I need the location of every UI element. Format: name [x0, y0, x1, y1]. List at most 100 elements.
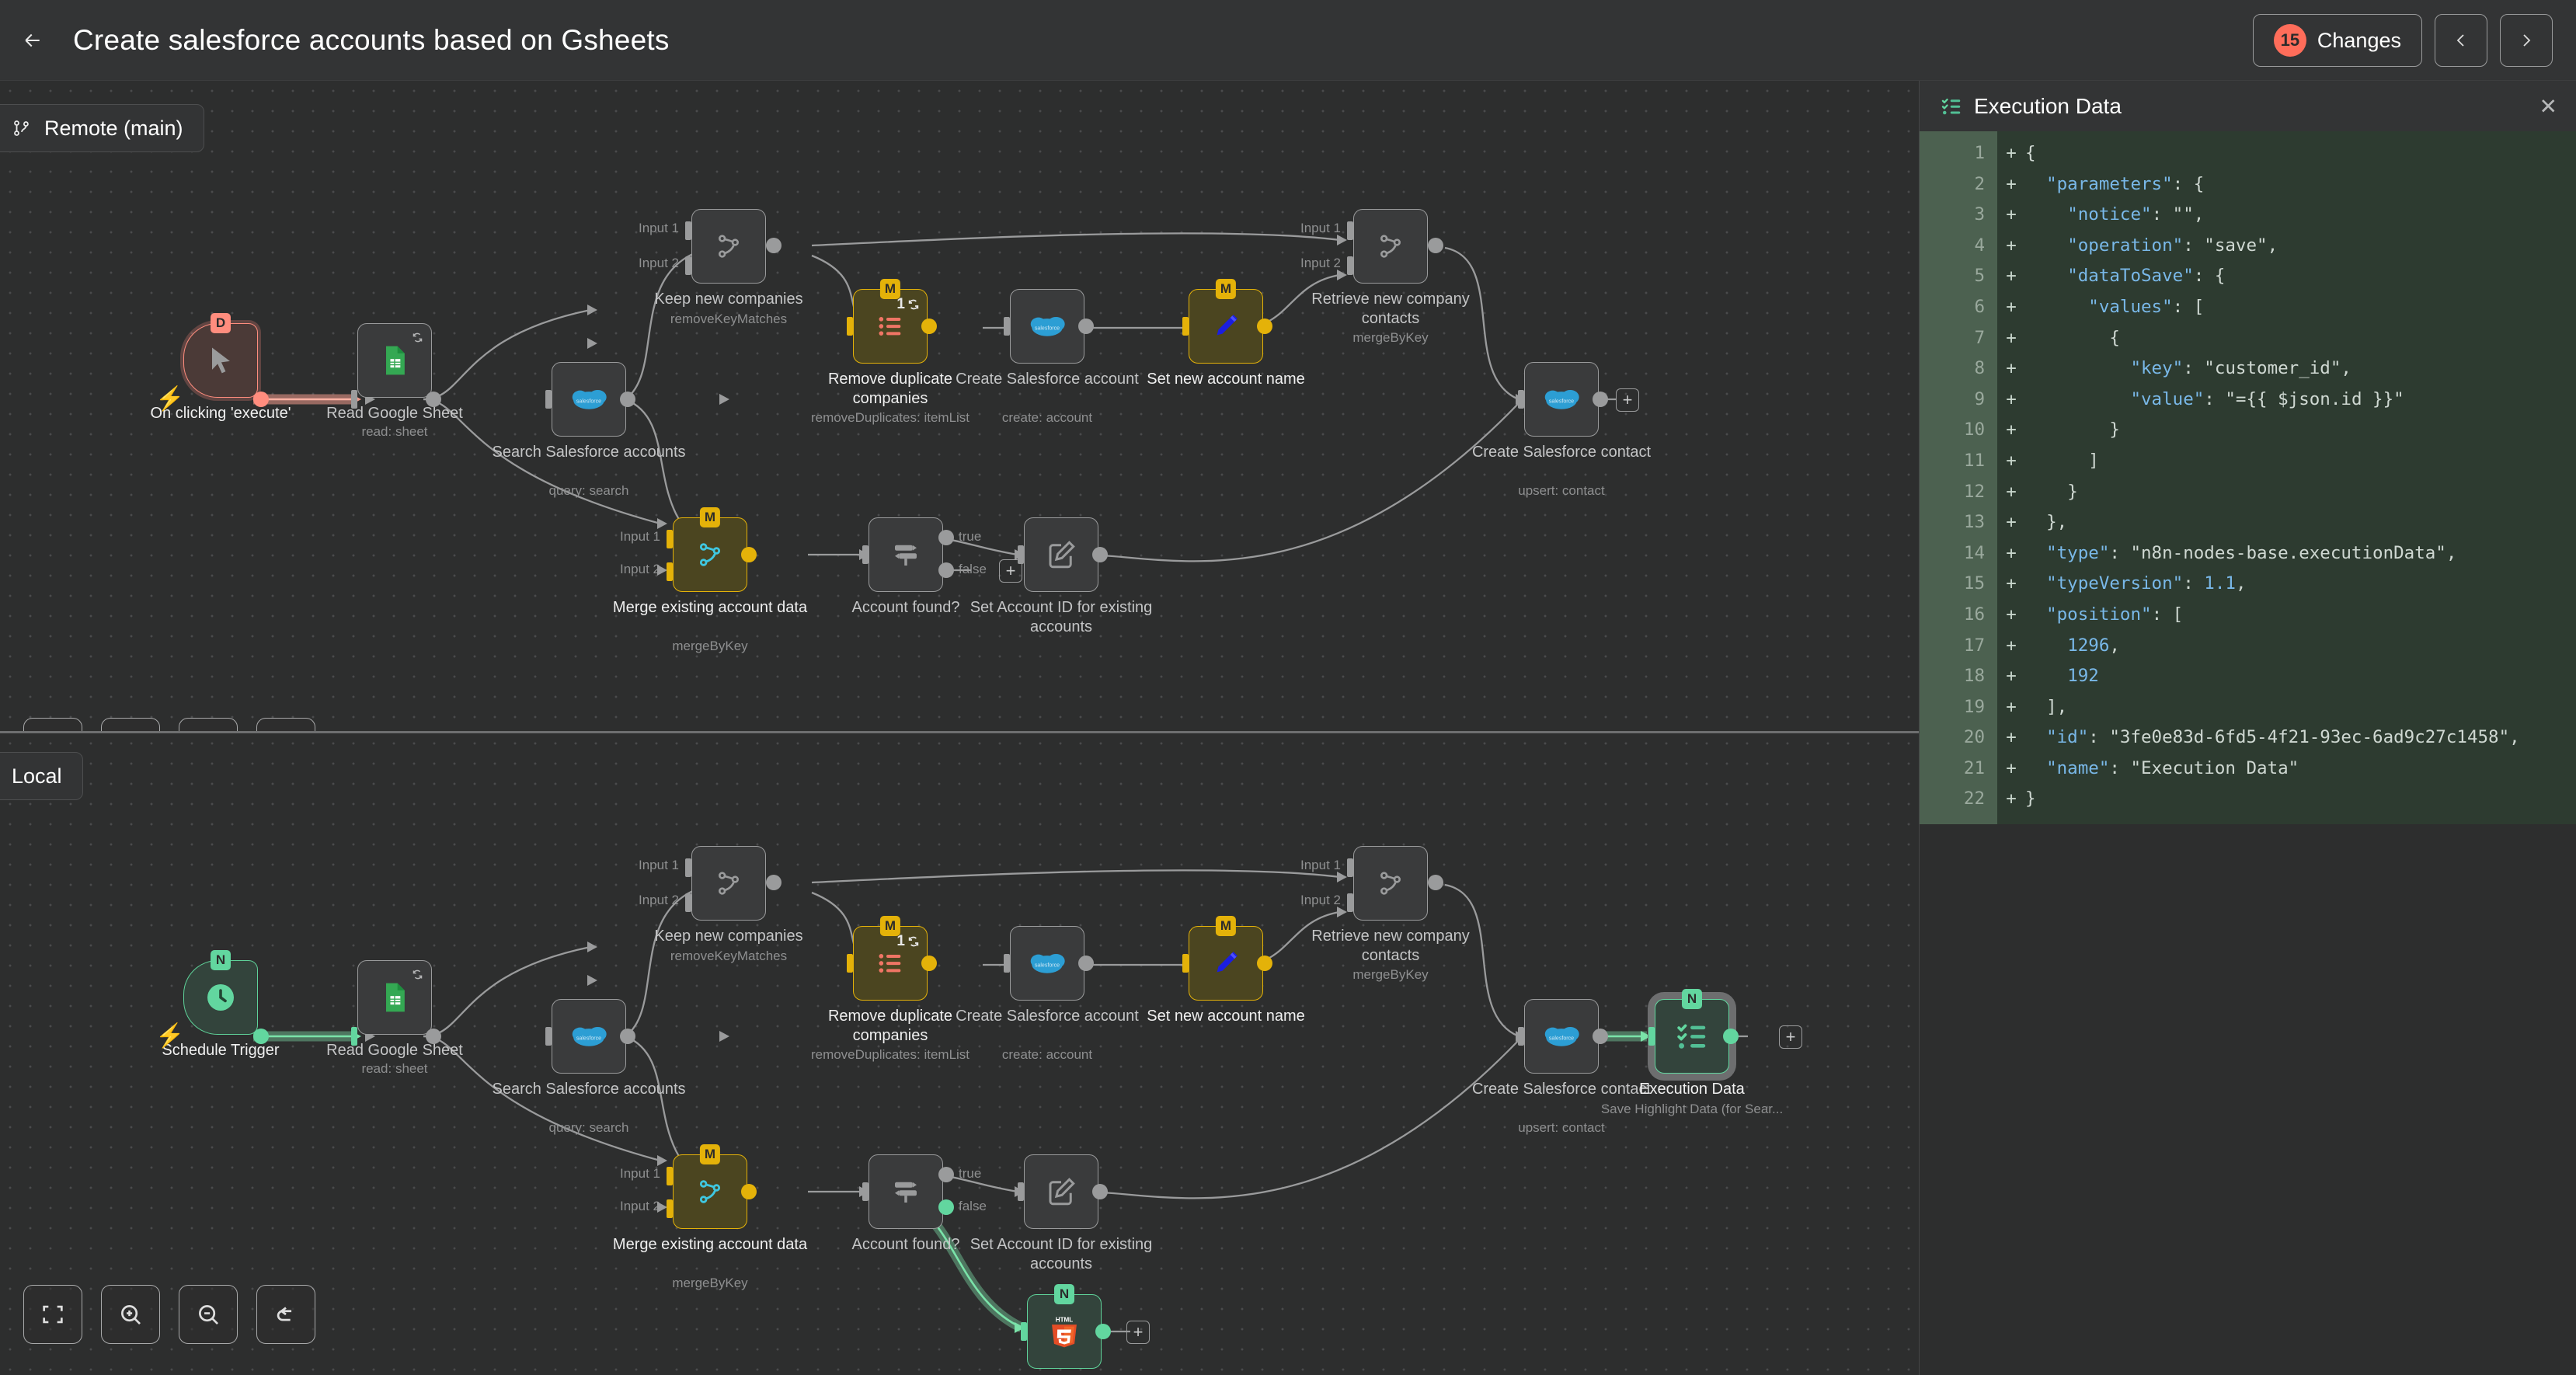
input-endpoint[interactable]: [1018, 545, 1024, 564]
output-endpoint[interactable]: [741, 547, 757, 562]
input-endpoint[interactable]: [847, 317, 853, 336]
node-retrieve-new-company-contacts-local[interactable]: Retrieve new company contacts mergeByKey: [1311, 846, 1470, 982]
output-endpoint[interactable]: [766, 875, 782, 890]
input-endpoint[interactable]: [1018, 1182, 1024, 1201]
output-false-endpoint[interactable]: [938, 1199, 954, 1215]
close-icon[interactable]: ✕: [2539, 94, 2557, 118]
input-endpoint[interactable]: [545, 1027, 552, 1046]
node-keep-new-companies-local[interactable]: Keep new companies removeKeyMatches: [654, 846, 803, 963]
input-endpoint[interactable]: [862, 545, 869, 564]
output-endpoint[interactable]: [426, 1029, 441, 1044]
node-set-new-account-name[interactable]: M Set new account name: [1147, 279, 1305, 388]
node-body[interactable]: N: [1655, 989, 1729, 1074]
input1-endpoint[interactable]: [667, 530, 673, 548]
input-endpoint[interactable]: [1021, 1322, 1027, 1341]
input1-endpoint[interactable]: [667, 1167, 673, 1185]
input-endpoint[interactable]: [1182, 954, 1189, 973]
output-endpoint[interactable]: [1593, 392, 1608, 407]
output-endpoint[interactable]: [1257, 319, 1272, 334]
input1-endpoint[interactable]: [685, 221, 691, 240]
node-merge-existing-account-data[interactable]: M Merge existing account data mergeByKey: [613, 507, 807, 653]
node-body[interactable]: [869, 1154, 943, 1229]
node-body[interactable]: M: [673, 507, 747, 592]
add-node-button[interactable]: +: [1616, 388, 1639, 412]
add-node-button[interactable]: +: [1126, 1321, 1150, 1344]
input-endpoint[interactable]: [1004, 317, 1010, 336]
output-endpoint[interactable]: [1092, 547, 1108, 562]
node-body[interactable]: M: [1189, 916, 1263, 1001]
output-endpoint[interactable]: [1095, 1324, 1111, 1339]
output-endpoint[interactable]: [253, 392, 269, 407]
input2-endpoint[interactable]: [1347, 256, 1353, 275]
output-endpoint[interactable]: [1428, 238, 1443, 253]
node-body[interactable]: salesforce: [1010, 289, 1084, 364]
node-body[interactable]: [1353, 846, 1428, 921]
node-body[interactable]: N HTML: [1027, 1284, 1102, 1369]
node-body[interactable]: [357, 960, 432, 1035]
input-endpoint[interactable]: [351, 390, 357, 409]
previous-change-button[interactable]: [2435, 14, 2487, 67]
node-body[interactable]: M 1: [853, 279, 928, 364]
input2-endpoint[interactable]: [685, 256, 691, 275]
node-body[interactable]: [1024, 517, 1098, 592]
reset-zoom-button[interactable]: [256, 1285, 315, 1344]
output-endpoint[interactable]: [1723, 1029, 1739, 1044]
output-endpoint[interactable]: [1092, 1184, 1108, 1199]
node-body[interactable]: [691, 209, 766, 284]
node-body[interactable]: salesforce: [1010, 926, 1084, 1001]
node-body[interactable]: N: [183, 950, 258, 1035]
output-true-endpoint[interactable]: [938, 530, 954, 545]
input-endpoint[interactable]: [1518, 1027, 1524, 1046]
node-body[interactable]: M: [1189, 279, 1263, 364]
zoom-in-button[interactable]: [101, 718, 160, 731]
remote-zoom-toolbar[interactable]: [23, 718, 315, 731]
input1-endpoint[interactable]: [685, 858, 691, 877]
output-endpoint[interactable]: [766, 238, 782, 253]
node-set-account-id-existing-local[interactable]: Set Account ID for existing accounts: [970, 1154, 1152, 1272]
input-endpoint[interactable]: [847, 954, 853, 973]
canvas-area[interactable]: Remote (main): [0, 81, 1919, 1375]
output-endpoint[interactable]: [1078, 319, 1094, 334]
node-create-salesforce-account[interactable]: salesforce Create Salesforce account cre…: [956, 289, 1139, 425]
input-endpoint[interactable]: [545, 390, 552, 409]
local-zoom-toolbar[interactable]: [23, 1285, 315, 1344]
input-endpoint[interactable]: [1004, 954, 1010, 973]
output-endpoint[interactable]: [1078, 956, 1094, 971]
node-body[interactable]: [1024, 1154, 1098, 1229]
input2-endpoint[interactable]: [1347, 893, 1353, 912]
node-body[interactable]: salesforce: [552, 999, 626, 1074]
input2-endpoint[interactable]: [685, 893, 691, 912]
node-schedule-trigger[interactable]: N Schedule Trigger: [162, 950, 280, 1059]
input-endpoint[interactable]: [1518, 390, 1524, 409]
input1-endpoint[interactable]: [1347, 858, 1353, 877]
node-retrieve-new-company-contacts[interactable]: Retrieve new company contacts mergeByKey: [1311, 209, 1470, 345]
node-body[interactable]: salesforce: [1524, 362, 1599, 437]
zoom-in-button[interactable]: [101, 1285, 160, 1344]
output-endpoint[interactable]: [253, 1029, 269, 1044]
remote-canvas-pane[interactable]: Remote (main): [0, 81, 1919, 731]
output-endpoint[interactable]: [921, 319, 937, 334]
input-endpoint[interactable]: [1648, 1027, 1655, 1046]
node-body[interactable]: M: [673, 1144, 747, 1229]
node-body[interactable]: D: [183, 313, 258, 398]
add-node-button[interactable]: +: [1779, 1025, 1802, 1049]
node-execution-data-local[interactable]: N Execution Data Save Highlight Data (fo…: [1601, 989, 1783, 1116]
changes-button[interactable]: 15 Changes: [2252, 14, 2422, 67]
reset-zoom-button[interactable]: [256, 718, 315, 731]
node-set-new-account-name-local[interactable]: M Set new account name: [1147, 916, 1305, 1025]
output-endpoint[interactable]: [620, 392, 635, 407]
node-body[interactable]: [869, 517, 943, 592]
node-account-found[interactable]: Account found?: [852, 517, 960, 616]
node-body[interactable]: [1353, 209, 1428, 284]
next-change-button[interactable]: [2500, 14, 2553, 67]
zoom-out-button[interactable]: [179, 718, 238, 731]
node-search-salesforce-accounts-local[interactable]: salesforce Search Salesforce accounts qu…: [492, 999, 686, 1135]
output-endpoint[interactable]: [1428, 875, 1443, 890]
input-endpoint[interactable]: [862, 1182, 869, 1201]
node-on-clicking-execute[interactable]: D On clicking 'execute': [150, 313, 291, 422]
back-button[interactable]: [11, 19, 54, 62]
input2-endpoint[interactable]: [667, 1199, 673, 1218]
local-canvas-pane[interactable]: Local: [0, 733, 1919, 1375]
input-endpoint[interactable]: [351, 1027, 357, 1046]
pane-divider[interactable]: [0, 731, 1919, 733]
